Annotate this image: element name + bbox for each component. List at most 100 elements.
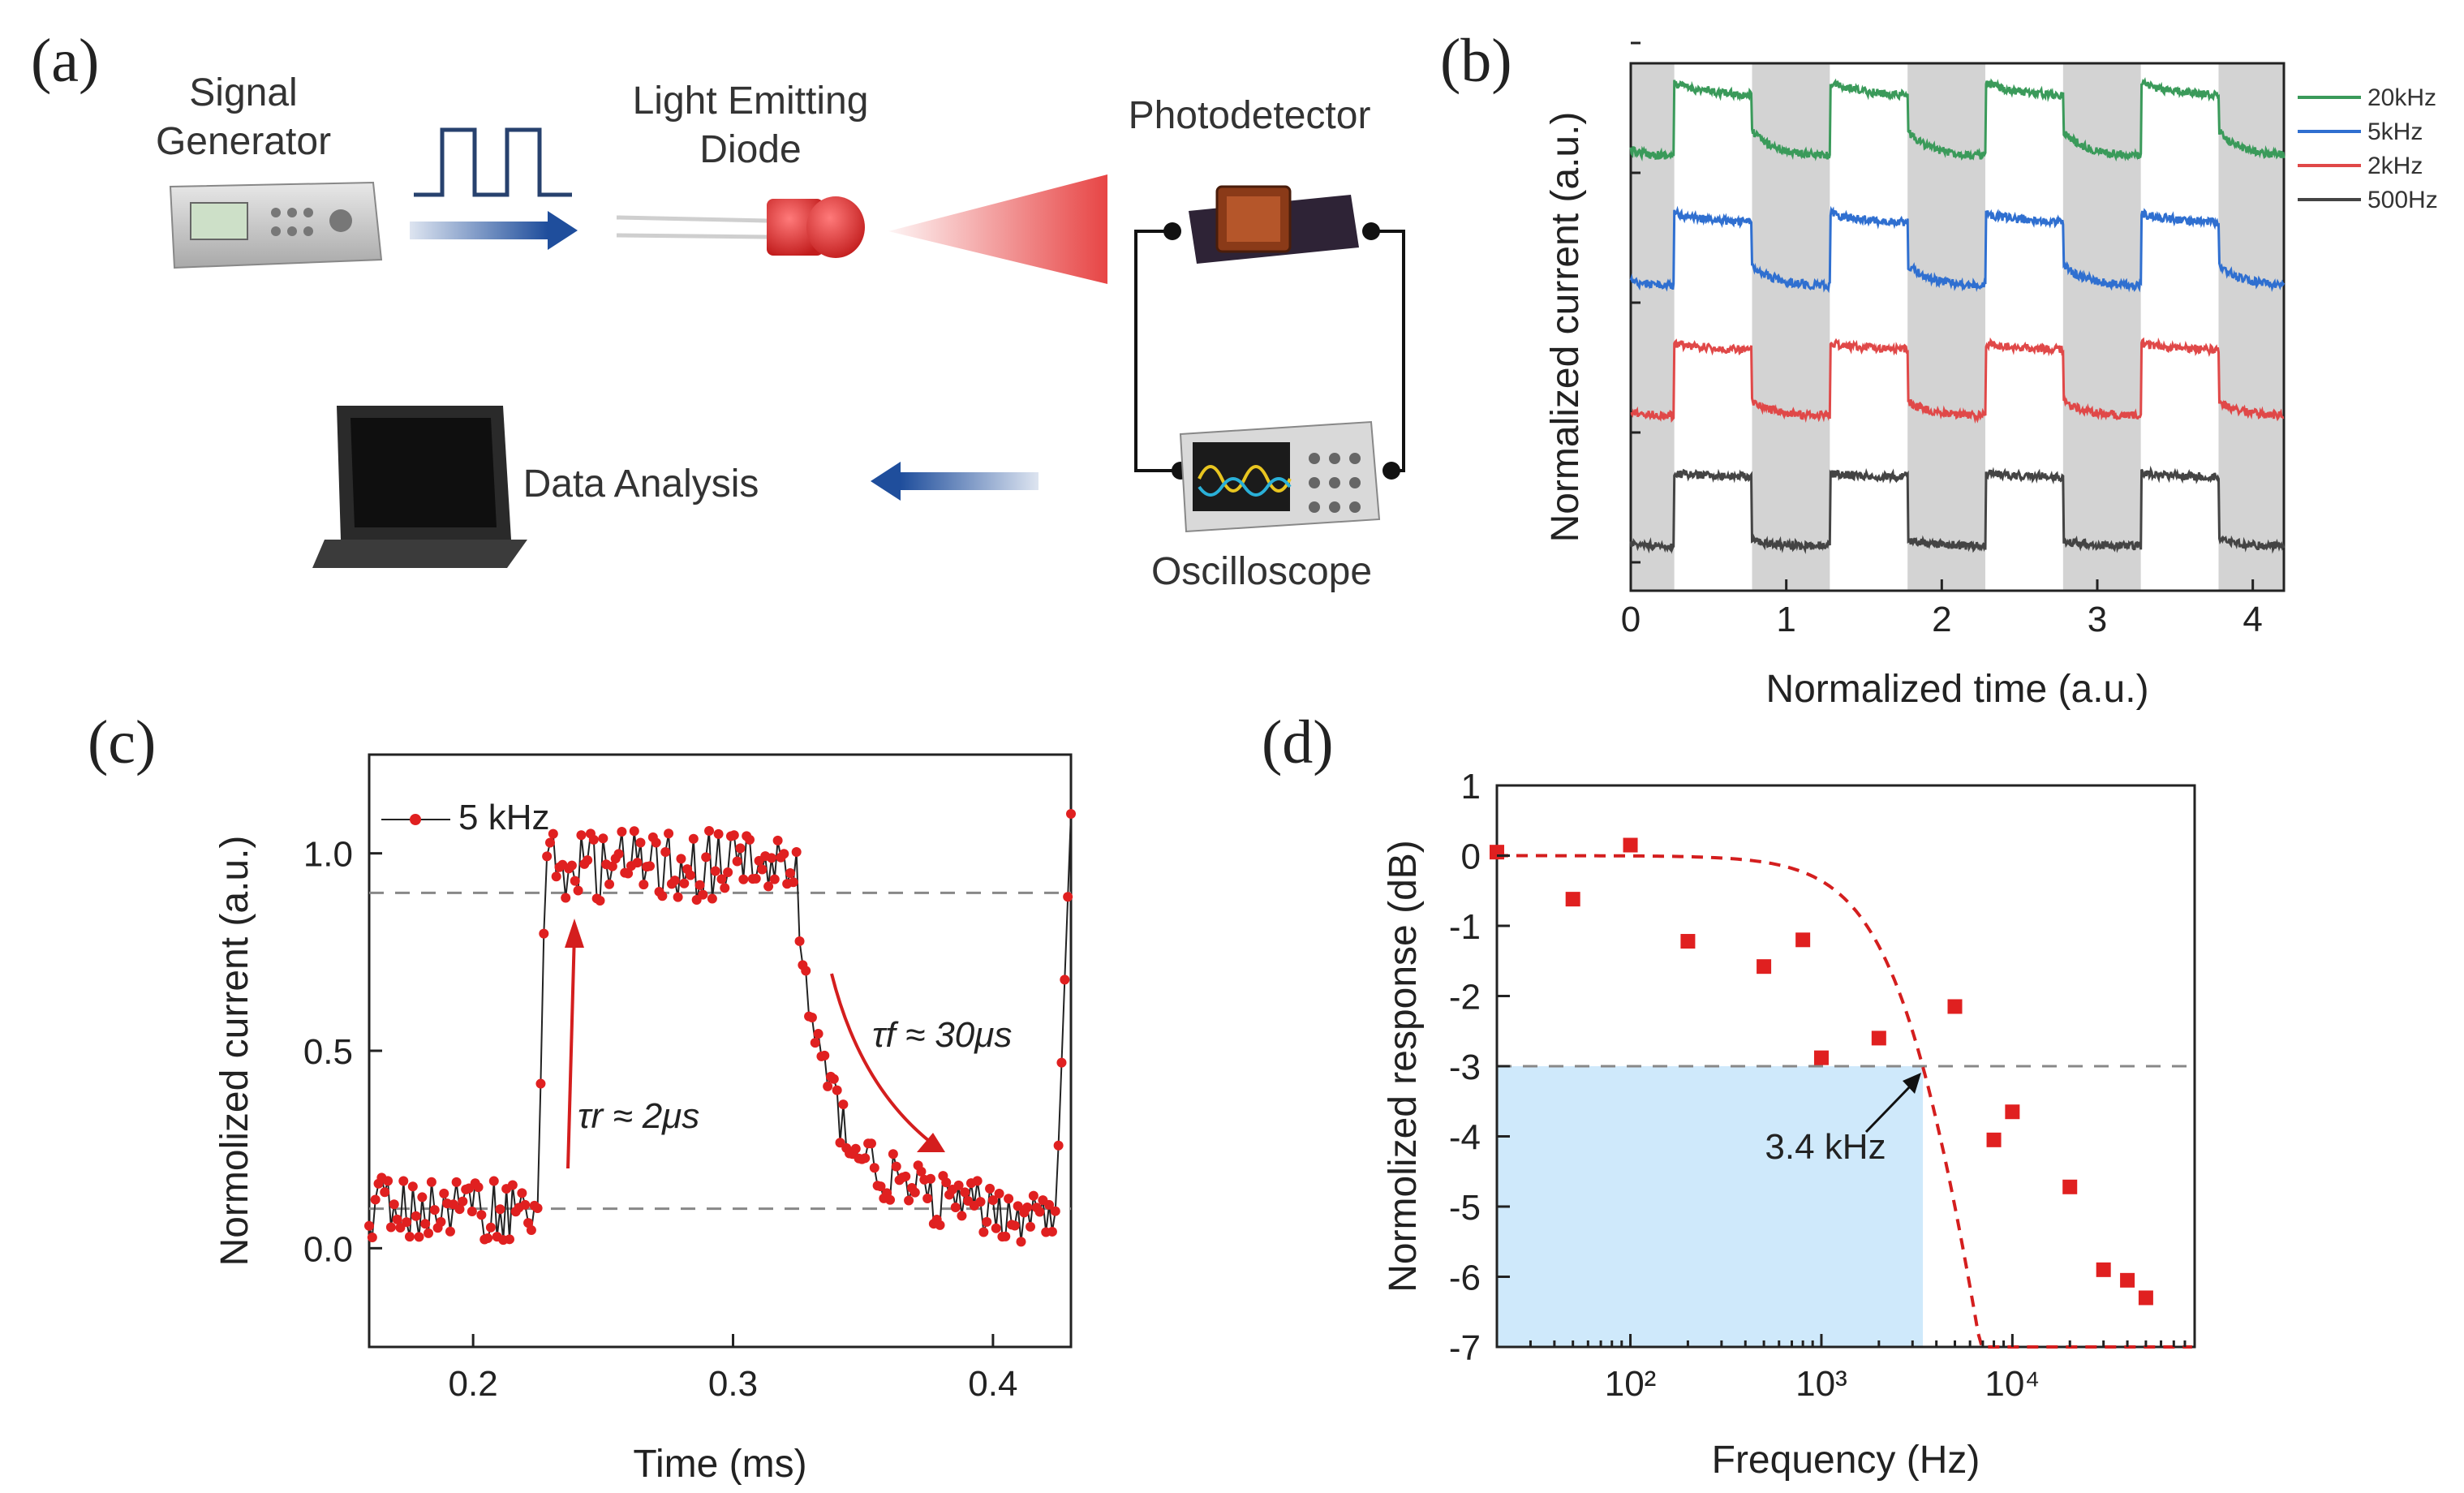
- data-point: [1056, 1057, 1067, 1068]
- data-point: [2062, 1179, 2078, 1194]
- legend-marker: [410, 814, 421, 825]
- data-point: [532, 1203, 543, 1214]
- y-axis-label: Normolized current (a.u.): [213, 836, 256, 1267]
- data-point: [766, 853, 776, 863]
- data-point: [548, 828, 558, 839]
- node-dot: [1163, 222, 1181, 240]
- led-label-1: Light Emitting: [633, 80, 869, 123]
- data-point: [411, 1211, 421, 1221]
- x-tick-label: 0.4: [968, 1364, 1017, 1404]
- data-point: [1016, 1237, 1026, 1247]
- arrow-right-icon: [410, 211, 578, 250]
- data-point: [888, 1149, 898, 1160]
- y-tick-label: -7: [1449, 1328, 1481, 1368]
- data-point: [2120, 1272, 2135, 1288]
- data-point: [570, 876, 580, 886]
- data-point: [738, 874, 749, 884]
- data-point: [975, 1197, 986, 1207]
- data-point: [745, 834, 755, 845]
- data-analysis-label: Data Analysis: [523, 463, 759, 506]
- data-point: [451, 1177, 462, 1187]
- fall-time-annotation: τf ≈ 30μs: [872, 1015, 1012, 1055]
- data-point: [987, 1195, 998, 1206]
- data-point: [785, 868, 795, 879]
- led-label-2: Diode: [699, 128, 801, 171]
- data-point: [750, 873, 761, 884]
- data-point: [716, 874, 727, 884]
- y-tick-label: 0.5: [303, 1032, 353, 1072]
- data-point: [426, 1177, 436, 1187]
- data-point: [604, 879, 615, 889]
- data-point: [1063, 892, 1073, 902]
- data-point: [679, 878, 690, 888]
- x-tick-label: 1: [1776, 600, 1795, 639]
- data-point: [383, 1176, 393, 1186]
- data-point: [885, 1194, 896, 1205]
- plot-frame: [1629, 62, 2286, 592]
- data-point: [922, 1193, 933, 1203]
- data-point: [982, 1216, 992, 1227]
- data-point: [985, 1183, 995, 1194]
- y-tick-label: -2: [1449, 978, 1481, 1018]
- data-point: [941, 1177, 952, 1188]
- data-point: [370, 1194, 381, 1205]
- data-point: [704, 825, 715, 836]
- signal-generator-label-2: Generator: [156, 120, 331, 163]
- data-point: [485, 1222, 496, 1233]
- data-point: [819, 1050, 830, 1061]
- data-point: [566, 860, 577, 871]
- data-point: [420, 1219, 431, 1229]
- data-point: [991, 1223, 1001, 1233]
- data-point: [607, 861, 617, 871]
- data-point: [544, 837, 555, 848]
- cutoff-annotation: 3.4 kHz: [1765, 1127, 1886, 1167]
- panel-b: (b) 0 1 2 3 4 Normalized time (a.u.) Normalize…: [1440, 27, 2438, 711]
- data-point: [729, 830, 739, 841]
- data-point: [779, 849, 789, 859]
- y-tick-label: -3: [1449, 1048, 1481, 1087]
- data-point: [429, 1205, 440, 1215]
- data-point: [838, 1099, 849, 1110]
- legend-label: 5kHz: [2367, 118, 2423, 145]
- data-point: [639, 880, 649, 890]
- data-point: [1022, 1202, 1033, 1212]
- data-point: [417, 1192, 428, 1203]
- data-point: [632, 858, 643, 868]
- panel-c-plot: 0.2 0.3 0.4 0.0 0.5 1.0 Time (ms) Normolized cu…: [213, 753, 1076, 1486]
- data-point: [505, 1234, 514, 1245]
- data-point: [407, 1181, 418, 1192]
- data-point: [1026, 1221, 1036, 1232]
- x-axis-label: Frequency (Hz): [1712, 1439, 1980, 1482]
- data-point: [595, 896, 605, 906]
- data-point: [395, 1223, 406, 1233]
- y-tick-label: -1: [1449, 907, 1481, 947]
- data-point: [380, 1187, 390, 1198]
- data-point: [583, 855, 593, 866]
- x-axis-label: Normalized time (a.u.): [1765, 668, 2148, 711]
- data-point: [950, 1202, 961, 1212]
- data-point: [901, 1171, 911, 1181]
- data-point: [1034, 1207, 1045, 1217]
- data-point: [909, 1187, 920, 1198]
- data-point: [1000, 1231, 1011, 1241]
- node-dot: [1383, 462, 1400, 480]
- data-point: [801, 966, 811, 976]
- data-point: [664, 828, 674, 839]
- data-point: [875, 1181, 886, 1192]
- data-point: [657, 891, 668, 901]
- data-point: [823, 1081, 833, 1091]
- legend-label: 500Hz: [2367, 187, 2438, 213]
- data-point: [645, 861, 655, 871]
- node-dot: [1362, 222, 1380, 240]
- data-point: [1871, 1030, 1886, 1046]
- oscilloscope-icon: [1179, 420, 1381, 533]
- data-point: [588, 834, 599, 845]
- data-point: [713, 828, 724, 839]
- series-line-20kHz: [1629, 77, 2286, 162]
- panel-b-plot: 0 1 2 3 4 Normalized time (a.u.) Normalized cu…: [1544, 41, 2438, 711]
- data-point: [551, 871, 561, 882]
- data-point: [623, 868, 634, 879]
- square-pulse-icon: [414, 127, 572, 197]
- data-point: [916, 1166, 927, 1177]
